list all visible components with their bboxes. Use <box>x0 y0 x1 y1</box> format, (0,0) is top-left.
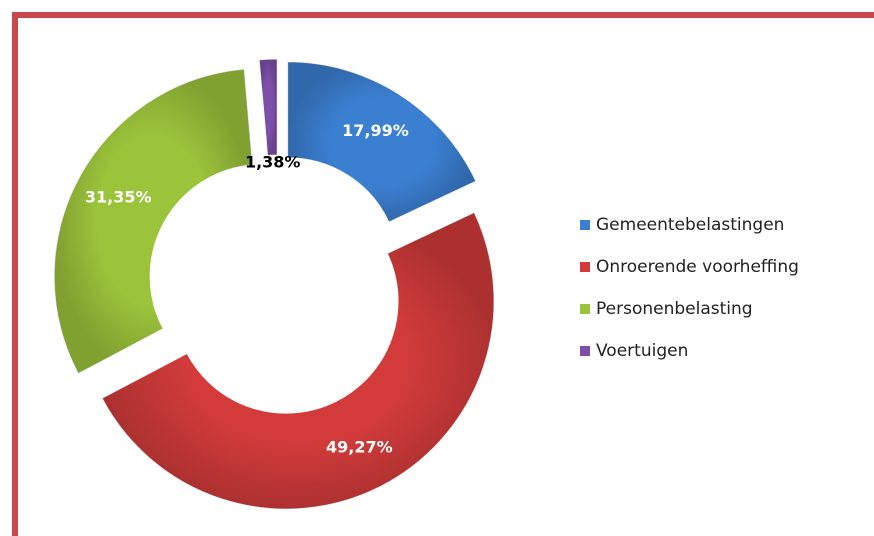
legend-swatch <box>580 220 590 230</box>
slice-shade <box>287 61 476 223</box>
data-label: 1,38% <box>245 153 301 172</box>
border-top <box>12 12 874 18</box>
slice-shade <box>259 59 278 156</box>
legend-swatch <box>580 304 590 314</box>
legend-label: Personenbelasting <box>596 299 753 319</box>
legend: Gemeentebelastingen Onroerende voorheffin… <box>580 215 799 361</box>
slices <box>53 58 495 510</box>
legend-label: Onroerende voorheffing <box>596 257 799 277</box>
slice-shade <box>54 69 253 374</box>
legend-swatch <box>580 346 590 356</box>
slice-shade <box>102 212 495 510</box>
labels: 17,99% 49,27% 31,35% 1,38% <box>85 121 409 457</box>
data-label: 17,99% <box>342 121 409 140</box>
data-label: 31,35% <box>85 187 152 206</box>
data-label: 49,27% <box>326 437 393 456</box>
legend-swatch <box>580 262 590 272</box>
legend-label: Voertuigen <box>596 341 688 361</box>
legend-label: Gemeentebelastingen <box>596 215 784 235</box>
border-left <box>12 12 18 536</box>
